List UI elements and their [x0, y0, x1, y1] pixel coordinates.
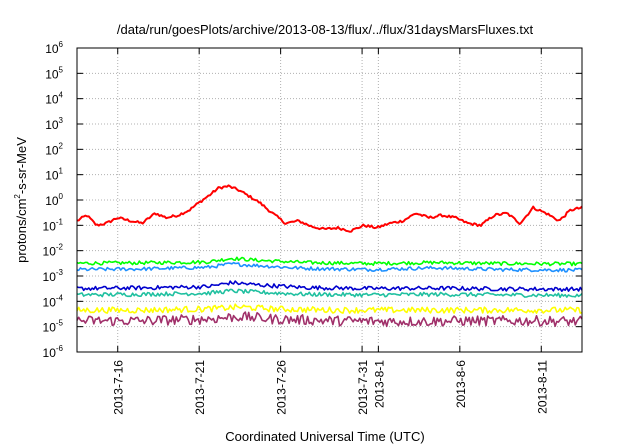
x-tick-label: 2013-7-16 [112, 360, 126, 415]
y-tick-exponent: -4 [56, 293, 64, 302]
series-line [76, 288, 583, 299]
y-tick-label: 100 [45, 192, 63, 208]
y-tick-label: 10-3 [43, 268, 64, 284]
x-tick-label: 2013-8-11 [535, 360, 549, 414]
x-tick-label: 2013-7-21 [193, 360, 207, 415]
series-line [76, 303, 583, 314]
y-tick-base: 10 [43, 346, 57, 360]
chart-title: /data/run/goesPlots/archive/2013-08-13/f… [117, 22, 534, 37]
y-tick-label: 101 [45, 167, 63, 183]
y-tick-label: 10-2 [43, 243, 64, 259]
y-tick-label: 10-5 [43, 319, 64, 335]
x-axis-label: Coordinated Universal Time (UTC) [225, 429, 424, 444]
x-tick-label: 2013-7-26 [275, 360, 289, 415]
y-tick-label: 10-6 [43, 344, 64, 360]
y-tick-exponent: 3 [59, 116, 64, 125]
y-tick-exponent: 6 [59, 40, 64, 49]
series-line [76, 261, 583, 273]
x-tick-label: 2013-8-1 [372, 360, 386, 408]
y-tick-exponent: -2 [56, 243, 64, 252]
y-tick-exponent: -5 [56, 319, 64, 328]
y-tick-base: 10 [43, 219, 57, 233]
y-tick-base: 10 [43, 245, 57, 259]
y-tick-exponent: 2 [59, 141, 64, 150]
series-line [76, 280, 583, 293]
y-tick-base: 10 [43, 270, 57, 284]
y-tick-exponent: -6 [56, 344, 64, 353]
y-tick-exponent: -3 [56, 268, 64, 277]
y-tick-exponent: 5 [59, 65, 64, 74]
y-tick-label: 105 [45, 65, 63, 81]
grid [77, 48, 582, 352]
y-tick-base: 10 [45, 194, 59, 208]
series-line [76, 311, 583, 328]
y-tick-label: 104 [45, 91, 63, 107]
series-line [76, 184, 583, 233]
y-tick-label: 106 [45, 40, 63, 56]
y-tick-label: 10-4 [43, 293, 64, 309]
y-tick-base: 10 [45, 169, 59, 183]
y-tick-base: 10 [45, 93, 59, 107]
y-tick-base: 10 [43, 295, 57, 309]
y-tick-base: 10 [45, 67, 59, 81]
y-tick-label: 10-1 [43, 217, 64, 233]
y-axis-label: protons/cm2-s-sr-MeV [13, 137, 29, 263]
x-tick-label: 2013-8-6 [454, 360, 468, 408]
y-tick-label: 102 [45, 141, 63, 157]
y-tick-base: 10 [45, 143, 59, 157]
y-tick-exponent: 1 [59, 167, 64, 176]
y-tick-base: 10 [45, 118, 59, 132]
x-tick-label: 2013-7-31 [356, 360, 370, 415]
y-axis: 10-610-510-410-310-210-11001011021031041… [43, 40, 582, 360]
y-tick-base: 10 [45, 42, 59, 56]
x-axis: 2013-7-16 2013-7-21 2013-7-26 2013-7-31 2013… [112, 48, 549, 415]
series-line [76, 256, 583, 267]
series-group [76, 184, 583, 328]
y-tick-exponent: 4 [59, 91, 64, 100]
y-tick-label: 103 [45, 116, 63, 132]
y-tick-exponent: -1 [56, 217, 64, 226]
y-tick-exponent: 0 [59, 192, 64, 201]
y-tick-base: 10 [43, 321, 57, 335]
